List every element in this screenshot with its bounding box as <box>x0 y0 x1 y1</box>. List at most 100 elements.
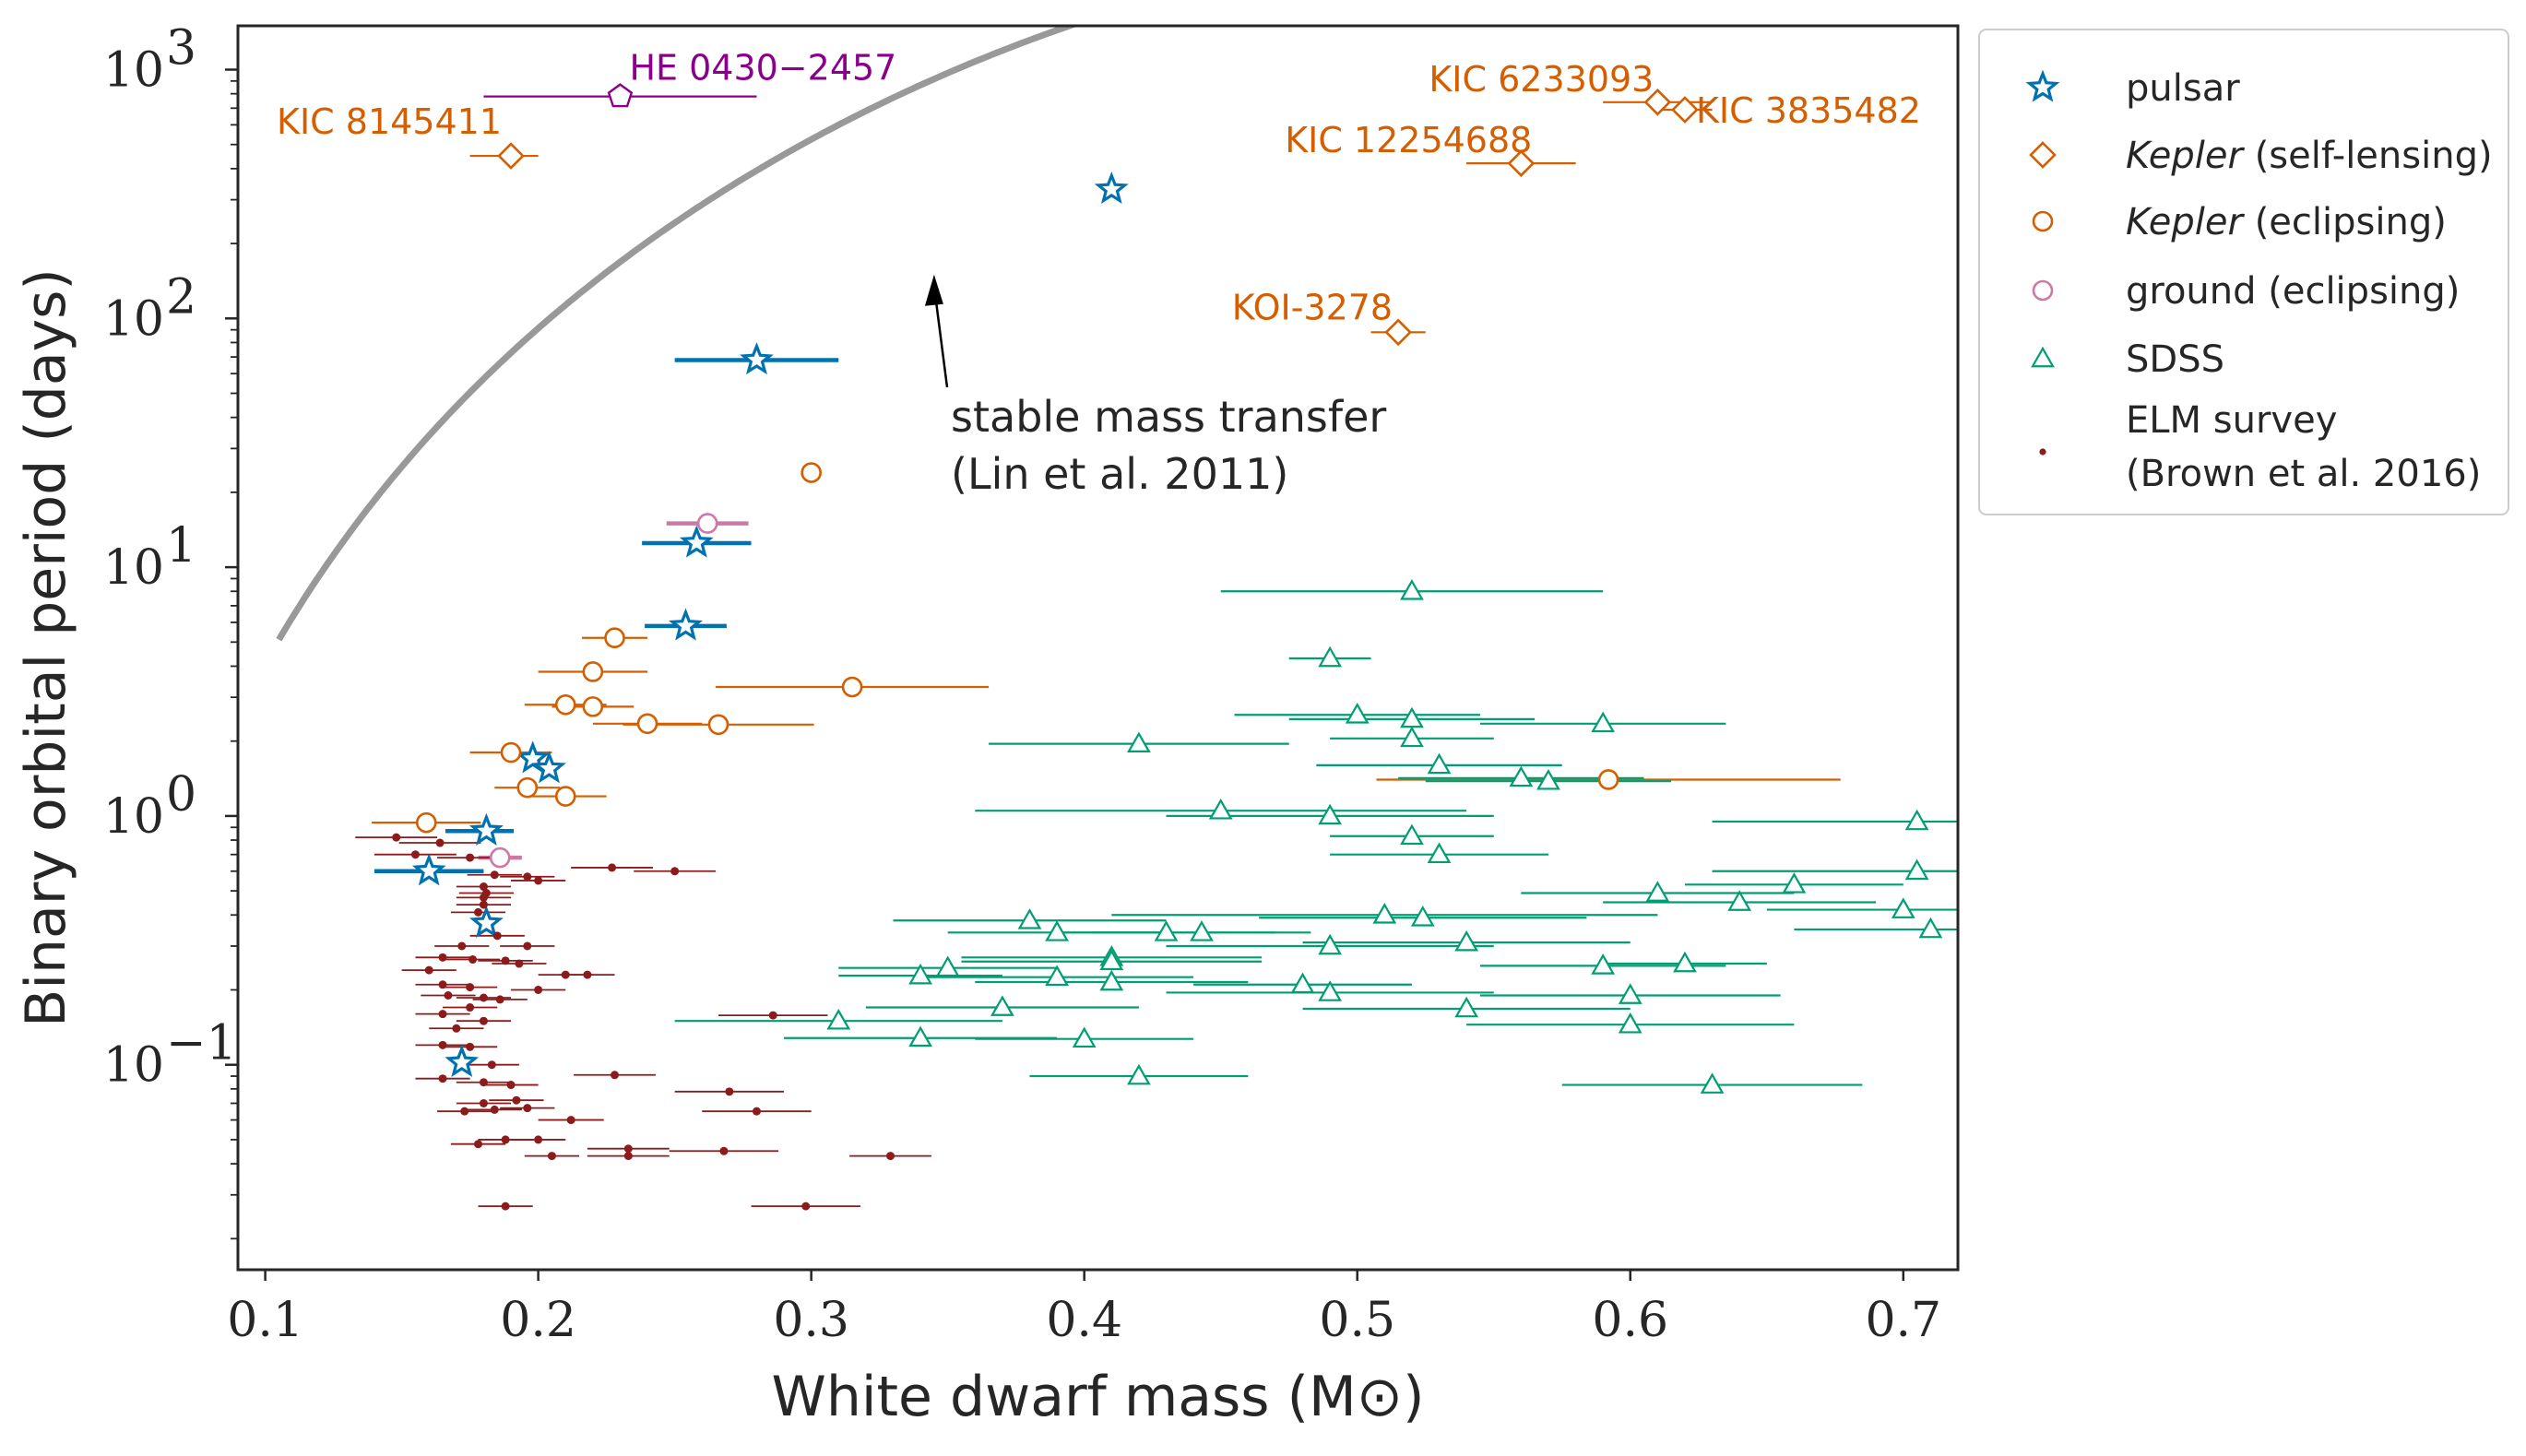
elm-point <box>670 867 680 876</box>
x-tick-label: 0.7 <box>1865 1293 1941 1348</box>
elm-point <box>438 1040 447 1049</box>
elm-point <box>623 1144 633 1154</box>
elm-point <box>479 1099 488 1108</box>
elm-point <box>886 1152 895 1161</box>
object-label: KOI-3278 <box>1232 287 1393 327</box>
kepler_eclipsing-point <box>500 741 522 764</box>
pulsar-point <box>468 906 504 939</box>
legend-label: ground (eclipsing) <box>2126 270 2460 313</box>
sdss-point <box>1154 920 1179 941</box>
sdss-point <box>1318 933 1343 955</box>
elm-point <box>410 850 420 859</box>
y-tick-exponent: 0 <box>166 767 196 823</box>
elm-point <box>523 1104 532 1113</box>
object-label: HE 0430−2457 <box>629 48 896 89</box>
y-tick-label: 10 <box>103 540 164 596</box>
annotation-line2: (Lin et al. 2011) <box>951 449 1288 499</box>
sdss-point <box>1427 752 1452 775</box>
sdss-point <box>1891 897 1915 918</box>
elm-point <box>479 1016 488 1025</box>
sdss-point <box>826 1008 851 1030</box>
sdss-point <box>1727 890 1752 911</box>
sdss-point <box>935 955 960 977</box>
legend-marker-triangle <box>2031 346 2055 368</box>
elm-point <box>457 941 467 951</box>
legend-box <box>1978 29 2509 515</box>
elm-point <box>487 1060 496 1070</box>
pulsar-point <box>1094 171 1129 205</box>
elm-point <box>566 1116 575 1125</box>
legend-marker-circle <box>2032 210 2054 232</box>
elm-point <box>492 931 502 941</box>
sdss-point <box>1700 1072 1725 1094</box>
legend-marker-diamond <box>2029 141 2057 169</box>
sdss-point <box>1045 965 1069 987</box>
elm-point <box>506 1081 516 1090</box>
elm-point <box>490 1105 499 1114</box>
sdss-point <box>908 963 932 985</box>
stable-mass-transfer-curve <box>276 26 1080 642</box>
sdss-point <box>1072 1026 1097 1048</box>
sdss-point <box>1454 996 1479 1018</box>
kepler_eclipsing-point <box>582 661 604 682</box>
legend-label: SDSS <box>2126 338 2224 381</box>
kepler_eclipsing-point <box>636 713 658 735</box>
ground_eclipsing-point <box>489 846 511 869</box>
y-tick-exponent: −1 <box>166 1016 237 1071</box>
x-tick-label: 0.1 <box>227 1293 303 1348</box>
object-label: KIC 3835482 <box>1696 90 1921 131</box>
annotation-arrow-shaft <box>934 300 949 388</box>
elm-point <box>438 1074 447 1083</box>
sdss-point <box>1099 969 1124 991</box>
y-tick-label: 10 <box>103 789 164 845</box>
elm-point <box>501 1135 510 1144</box>
annotation-arrow-head <box>924 274 943 306</box>
legend-label: Kepler (eclipsing) <box>2126 201 2447 243</box>
sdss-point <box>1536 768 1560 790</box>
sdss-point <box>1400 579 1424 600</box>
legend-marker-circle <box>2032 279 2054 302</box>
kepler_selflensing-point <box>1643 88 1672 116</box>
sdss-point <box>1099 949 1124 971</box>
annotation-line1: stable mass transfer <box>951 392 1386 442</box>
elm-point <box>479 882 488 892</box>
sdss-point <box>1400 726 1424 748</box>
legend-label-italic: Kepler <box>2126 201 2246 243</box>
elm-point <box>466 1042 475 1051</box>
x-tick-label: 0.5 <box>1319 1293 1395 1348</box>
object-label: KIC 8145411 <box>277 101 502 142</box>
elm-point <box>719 1146 729 1155</box>
elm-point <box>623 1152 633 1161</box>
sdss-point <box>1127 1063 1151 1085</box>
sdss-point <box>1454 929 1479 952</box>
y-tick-exponent: 3 <box>166 21 196 77</box>
sdss-point <box>1673 951 1697 973</box>
sdss-point <box>1345 703 1370 724</box>
sdss-point <box>1400 823 1424 846</box>
elm-point <box>452 1024 461 1033</box>
x-axis-label: White dwarf mass (M⊙) <box>772 1365 1425 1429</box>
sdss-point <box>1127 731 1151 753</box>
sdss-point <box>1782 872 1807 894</box>
y-tick-label: 10 <box>103 291 164 347</box>
elm-point <box>424 965 433 975</box>
sdss-point <box>1190 920 1214 941</box>
elm-point <box>725 1087 734 1096</box>
x-tick-label: 0.3 <box>773 1293 849 1348</box>
elm-point <box>438 980 447 989</box>
kepler_eclipsing-point <box>1597 769 1619 790</box>
kepler_eclipsing-point <box>554 786 576 807</box>
y-axis-label: Binary orbital period (days) <box>14 268 78 1027</box>
elm-point <box>583 970 592 979</box>
sdss-point <box>1318 980 1343 1001</box>
elm-point <box>479 993 488 1002</box>
sdss-point <box>1427 842 1452 864</box>
elm-point <box>460 1107 469 1116</box>
elm-point <box>752 1107 761 1116</box>
elm-point <box>495 995 504 1004</box>
y-tick-label: 10 <box>103 43 164 99</box>
legend-label: ELM survey <box>2126 399 2337 442</box>
elm-point <box>468 955 478 965</box>
